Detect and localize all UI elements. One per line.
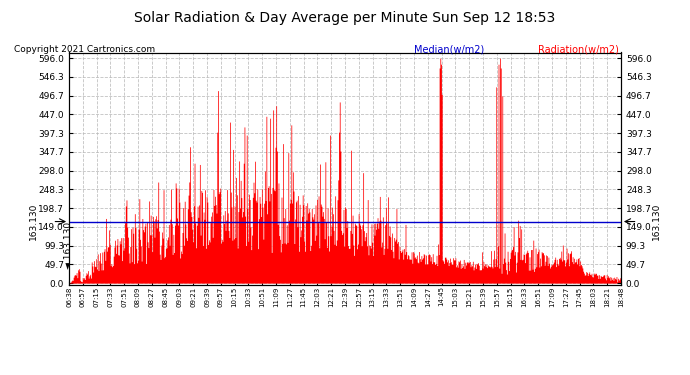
Text: Solar Radiation & Day Average per Minute Sun Sep 12 18:53: Solar Radiation & Day Average per Minute… [135,11,555,25]
Text: 163.130: 163.130 [28,203,38,240]
Text: Median(w/m2): Median(w/m2) [414,45,484,55]
Text: Radiation(w/m2): Radiation(w/m2) [538,45,619,55]
Text: Copyright 2021 Cartronics.com: Copyright 2021 Cartronics.com [14,45,155,54]
Text: 163.130: 163.130 [652,203,662,240]
Text: ◄ 163.130: ◄ 163.130 [64,222,73,268]
